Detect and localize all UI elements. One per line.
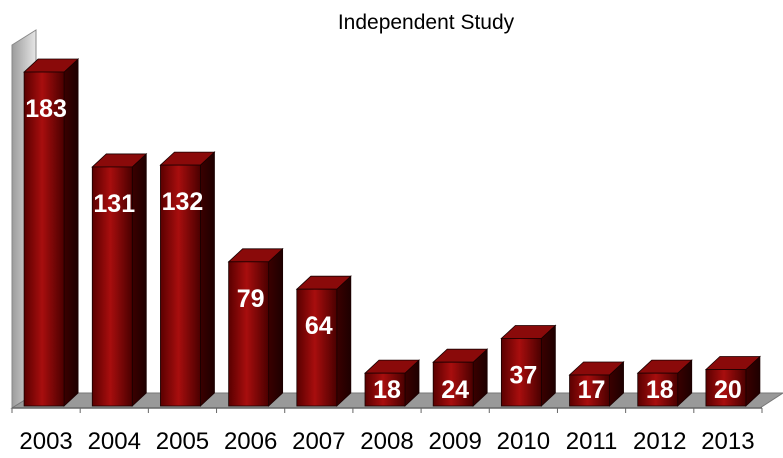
bar-group: 183 131 132 79 64 18 24 37 17 18 20 (23, 58, 761, 407)
bar-front-2008 (364, 372, 406, 407)
bar-2003: 183 (23, 58, 80, 407)
data-label-2013: 20 (714, 376, 742, 404)
bar-2011: 17 (568, 361, 625, 407)
bar-front-2011 (569, 374, 610, 407)
bar-front-2006 (228, 261, 270, 407)
bar-2007: 64 (295, 275, 352, 407)
x-axis-ticks: 2003 2004 2005 2006 2007 2008 2009 2010 2011 2012… (11, 408, 763, 455)
bar-2009: 24 (432, 348, 489, 407)
data-label-2003: 183 (25, 95, 67, 123)
bar-side-2010 (540, 324, 556, 407)
bar-side-2006 (268, 247, 284, 407)
bar-2013: 20 (704, 355, 761, 407)
x-tick-label-2006: 2006 (224, 428, 277, 455)
data-label-2009: 24 (441, 376, 469, 404)
data-label-2008: 18 (373, 376, 401, 404)
data-label-2010: 37 (509, 361, 537, 389)
data-label-2004: 131 (93, 190, 135, 218)
bar-front-2007 (296, 288, 338, 407)
bar-2012: 18 (636, 359, 693, 407)
x-tick-label-2005: 2005 (156, 428, 209, 455)
bar-front-2010 (500, 338, 542, 407)
x-tick-label-2008: 2008 (360, 428, 413, 455)
x-tick-label-2012: 2012 (633, 428, 686, 455)
bar-front-2003 (23, 71, 65, 407)
data-label-2011: 17 (578, 376, 606, 404)
data-label-2006: 79 (237, 285, 265, 313)
bar-2010: 37 (500, 324, 557, 407)
data-label-2012: 18 (646, 376, 674, 404)
data-label-2005: 132 (162, 188, 204, 216)
data-label-2007: 64 (305, 312, 333, 340)
x-tick-label-2013: 2013 (701, 428, 754, 455)
x-tick-label-2004: 2004 (88, 428, 141, 455)
bar-2005: 132 (159, 151, 216, 407)
bar-front-2005 (160, 164, 201, 407)
bar-side-2007 (336, 275, 352, 407)
bar-front-2009 (432, 361, 474, 407)
x-tick-label-2009: 2009 (428, 428, 481, 455)
x-tick-label-2007: 2007 (292, 428, 345, 455)
x-tick-label-2011: 2011 (566, 428, 618, 455)
bar-2006: 79 (227, 247, 284, 407)
bar-front-2013 (705, 369, 747, 407)
x-tick-label-2003: 2003 (19, 428, 72, 455)
chart-title: Independent Study (338, 11, 515, 34)
bar-2004: 131 (91, 153, 148, 407)
bar-front-2004 (91, 166, 133, 407)
bar-2008: 18 (363, 359, 421, 407)
x-tick-label-2010: 2010 (497, 428, 550, 455)
bar-front-2012 (637, 372, 679, 407)
